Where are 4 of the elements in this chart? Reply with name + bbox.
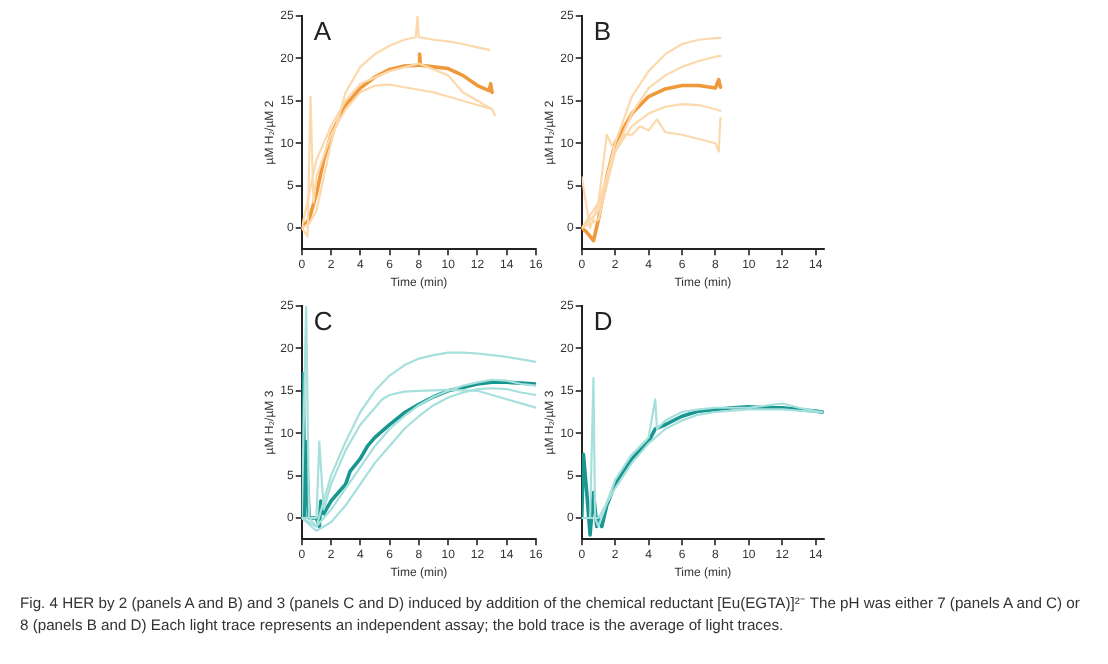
chart-title: B — [593, 16, 612, 47]
chart-title: D — [593, 306, 613, 337]
chart-title: A — [313, 16, 332, 47]
chart-title: C — [313, 306, 333, 337]
